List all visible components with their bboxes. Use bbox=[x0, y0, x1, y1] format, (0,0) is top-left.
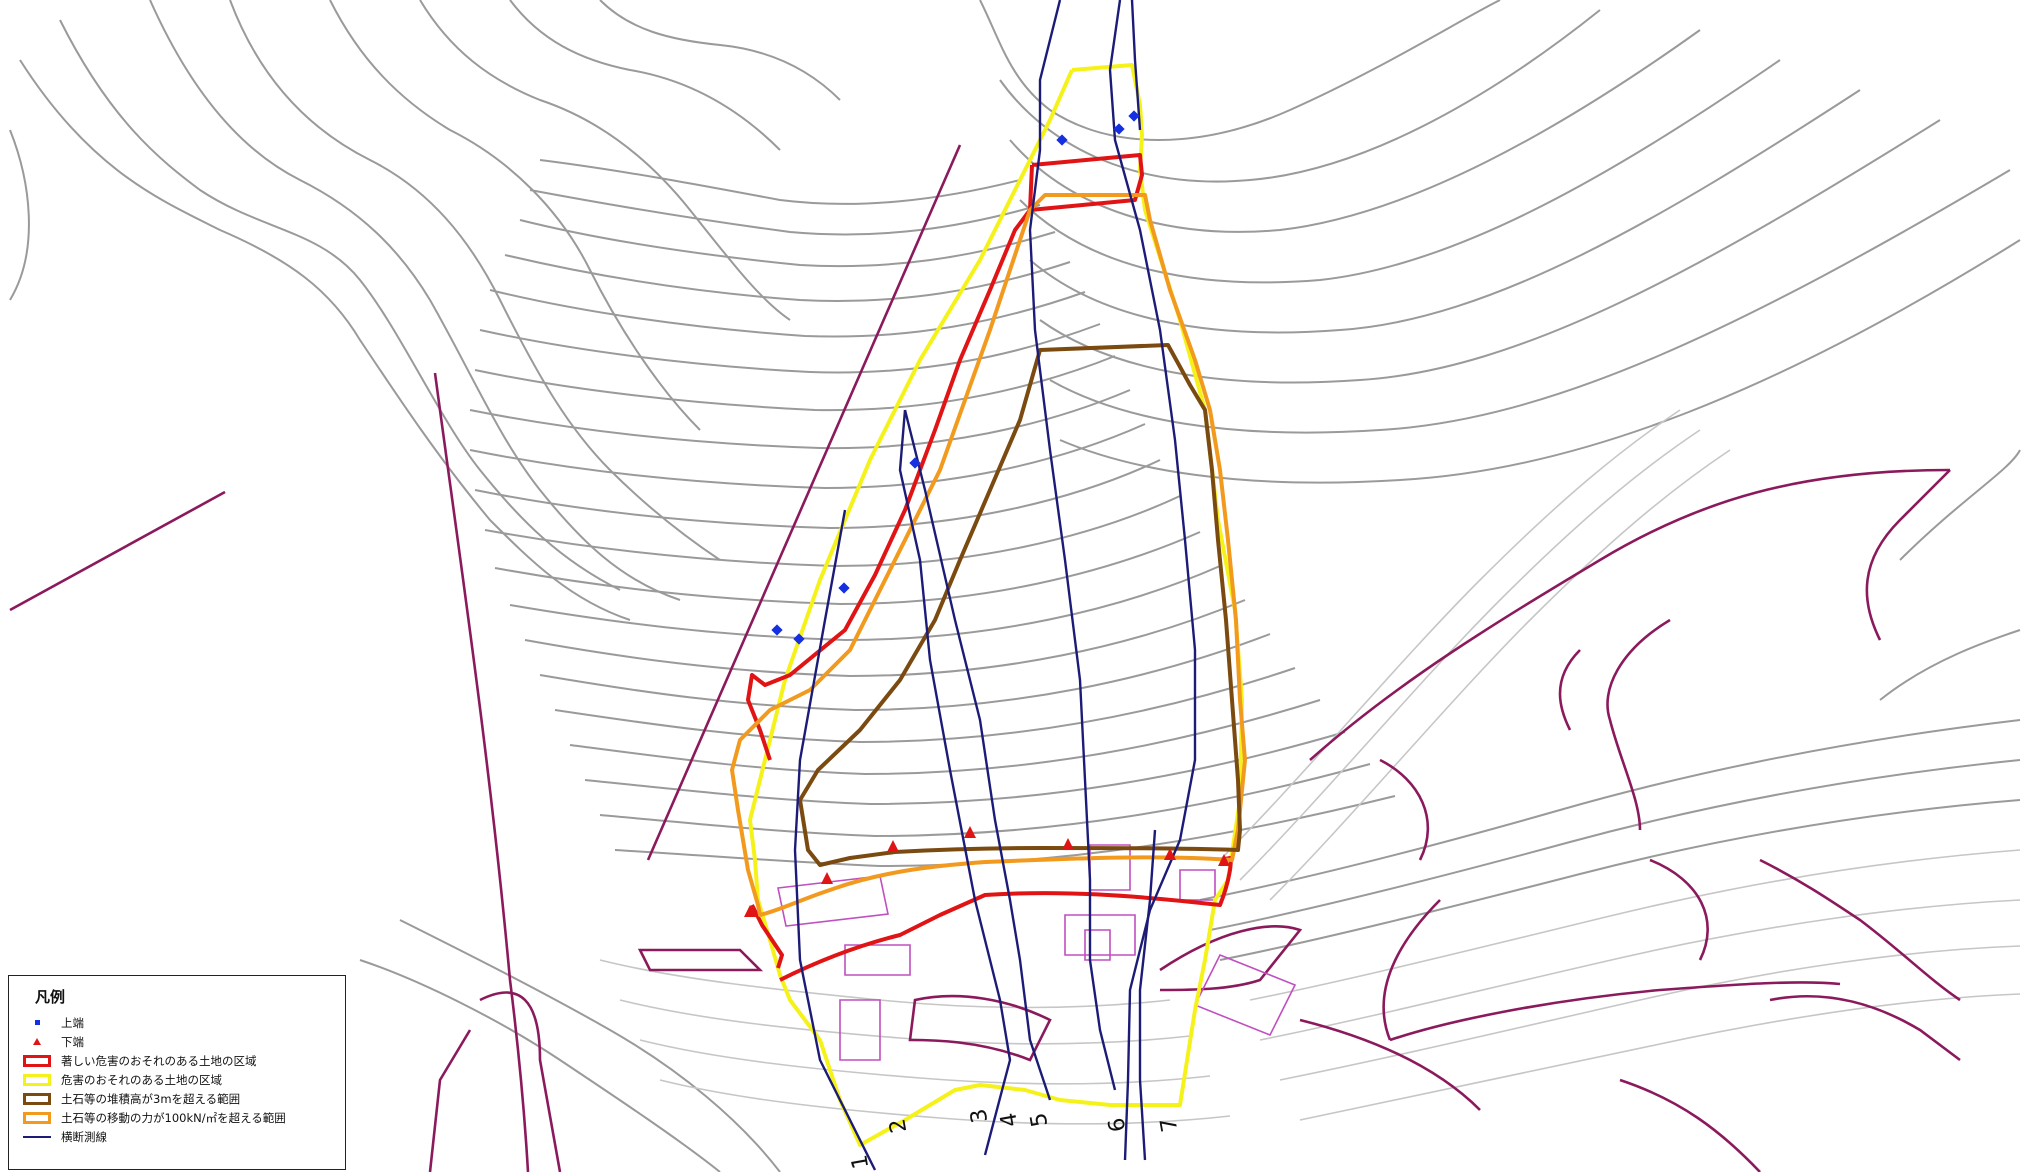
orange-zone-boundary bbox=[730, 193, 1247, 917]
section-label-4: 4 bbox=[996, 1111, 1023, 1129]
red-box-icon bbox=[21, 1054, 53, 1068]
bottom-marker bbox=[964, 826, 976, 838]
section-label-7: 7 bbox=[1156, 1116, 1183, 1134]
legend-item-hazard-zone: 危害のおそれのある土地の区域 bbox=[21, 1070, 333, 1089]
legend-label: 著しい危害のおそれのある土地の区域 bbox=[61, 1053, 257, 1068]
top-markers bbox=[771, 110, 1140, 645]
legend-item-deposit-height: 土石等の堆積高が3mを超える範囲 bbox=[21, 1089, 333, 1108]
bottom-marker bbox=[887, 840, 899, 852]
legend-item-lower-end: 下端 bbox=[21, 1032, 333, 1051]
section-label-1: 1 bbox=[847, 1153, 874, 1171]
map-legend: 凡例 上端 下端 著しい危害のおそれのある土地の区域 危害のおそれのある土地の区… bbox=[8, 975, 346, 1170]
legend-item-severe-hazard-zone: 著しい危害のおそれのある土地の区域 bbox=[21, 1051, 333, 1070]
blue-square-icon bbox=[21, 1016, 53, 1030]
legend-label: 土石等の堆積高が3mを超える範囲 bbox=[61, 1091, 241, 1106]
legend-label: 土石等の移動の力が100kN/㎡を超える範囲 bbox=[61, 1110, 286, 1125]
section-label-5: 5 bbox=[1026, 1111, 1053, 1129]
top-marker bbox=[1056, 134, 1068, 146]
bottom-marker bbox=[1062, 838, 1074, 850]
zones bbox=[730, 63, 1247, 1147]
top-marker bbox=[793, 633, 805, 645]
top-marker bbox=[909, 457, 921, 469]
legend-label: 横断測線 bbox=[61, 1129, 107, 1144]
buildings bbox=[777, 844, 1297, 1061]
legend-item-upper-end: 上端 bbox=[21, 1013, 333, 1032]
top-marker bbox=[1113, 123, 1125, 135]
section-label-2: 2 bbox=[885, 1117, 912, 1135]
top-marker bbox=[1128, 110, 1140, 122]
legend-item-movement-force: 土石等の移動の力が100kN/㎡を超える範囲 bbox=[21, 1108, 333, 1127]
top-marker bbox=[838, 582, 850, 594]
blue-line-icon bbox=[21, 1130, 53, 1144]
legend-label: 危害のおそれのある土地の区域 bbox=[61, 1072, 222, 1087]
bottom-marker bbox=[744, 905, 756, 917]
legend-item-section-line: 横断測線 bbox=[21, 1127, 333, 1146]
section-label-3: 3 bbox=[966, 1107, 993, 1125]
legend-title: 凡例 bbox=[35, 988, 66, 1006]
legend-label: 下端 bbox=[61, 1034, 84, 1049]
red-triangle-icon bbox=[21, 1035, 53, 1049]
top-marker bbox=[771, 624, 783, 636]
section-label-6: 6 bbox=[1104, 1116, 1131, 1134]
brown-box-icon bbox=[21, 1092, 53, 1106]
orange-box-icon bbox=[21, 1111, 53, 1125]
yellow-box-icon bbox=[21, 1073, 53, 1087]
road-boundaries bbox=[9, 144, 1961, 1172]
bottom-marker bbox=[821, 872, 833, 884]
bottom-marker bbox=[1218, 854, 1230, 866]
bottom-markers bbox=[744, 826, 1230, 917]
section-labels: 1 2 3 4 5 6 7 bbox=[847, 1107, 1183, 1171]
bottom-marker bbox=[1164, 848, 1176, 860]
brown-zone-boundary bbox=[798, 343, 1242, 867]
legend-label: 上端 bbox=[61, 1015, 84, 1030]
section-lines bbox=[793, 0, 1197, 1171]
yellow-zone-boundary bbox=[748, 63, 1244, 1147]
